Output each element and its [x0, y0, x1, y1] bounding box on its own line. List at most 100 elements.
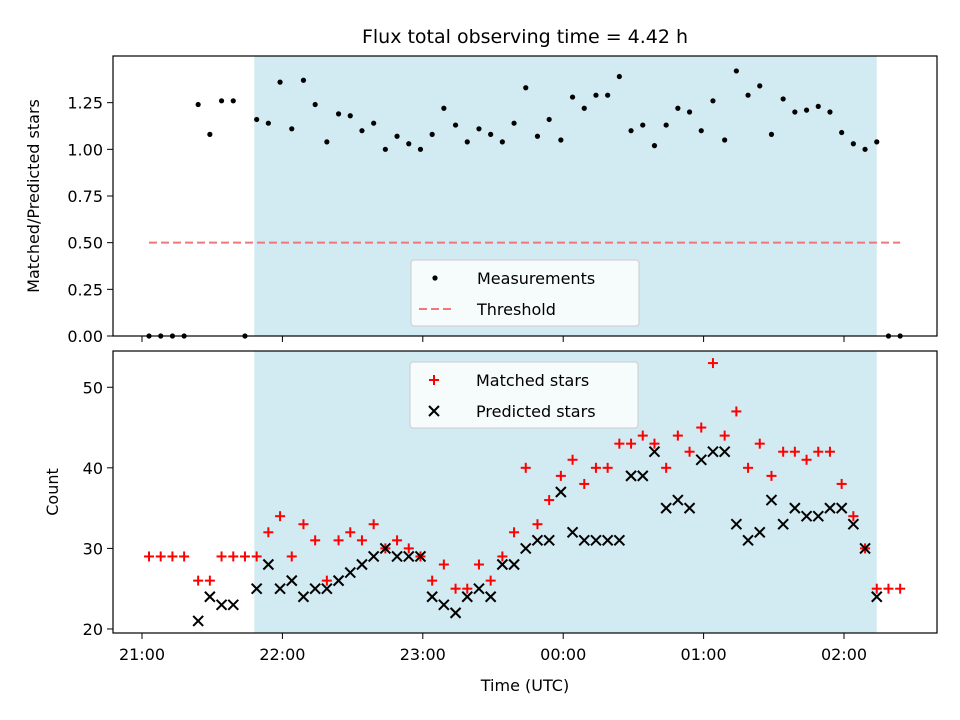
data-point — [441, 105, 447, 111]
y-tick-label: 30 — [83, 539, 103, 558]
data-point — [438, 559, 449, 570]
data-point — [286, 551, 297, 562]
data-point — [344, 566, 356, 579]
data-point — [356, 558, 368, 571]
data-point — [835, 502, 848, 514]
data-point — [345, 527, 356, 538]
x-marker-b — [765, 494, 778, 506]
x-marker-b — [309, 582, 321, 595]
data-point — [824, 502, 836, 514]
data-point — [616, 73, 622, 80]
data-point — [660, 502, 672, 514]
data-point — [543, 534, 555, 547]
data-point — [531, 534, 544, 547]
data-point — [718, 446, 731, 458]
data-point — [789, 502, 801, 514]
x-marker-b — [859, 542, 871, 555]
data-point — [275, 511, 286, 522]
data-point — [406, 141, 412, 147]
data-point — [403, 550, 415, 563]
data-point — [765, 494, 778, 506]
legend: Measurements Threshold — [410, 259, 640, 327]
x-marker-b — [274, 582, 286, 595]
data-point — [812, 510, 824, 522]
data-point — [683, 502, 696, 514]
data-point — [614, 438, 625, 449]
data-point — [204, 591, 216, 603]
y-tick-label: 50 — [83, 378, 103, 397]
x-marker-b — [590, 534, 602, 547]
x-tick-label: 00:00 — [540, 645, 586, 664]
data-point — [663, 122, 669, 128]
data-point — [496, 558, 509, 571]
x-marker-b — [566, 526, 579, 538]
data-point — [555, 470, 566, 481]
x-tick-label: 23:00 — [400, 645, 446, 664]
data-point — [768, 131, 775, 137]
data-point — [601, 534, 614, 547]
data-point — [417, 146, 424, 152]
data-point — [347, 113, 353, 119]
x-marker-b — [871, 591, 883, 603]
x-marker-b — [601, 534, 614, 547]
data-point — [555, 486, 567, 498]
data-point — [192, 615, 204, 627]
data-point — [733, 68, 739, 74]
data-point — [792, 109, 798, 115]
data-point — [371, 120, 377, 126]
x-marker-b — [520, 542, 532, 555]
x-marker-b — [403, 550, 415, 563]
data-point — [696, 422, 707, 433]
data-point — [427, 575, 438, 586]
series-predicted-stars — [192, 446, 883, 627]
data-point — [605, 92, 611, 98]
data-point — [394, 133, 400, 139]
data-point — [321, 582, 333, 595]
data-point — [297, 591, 310, 603]
y-tick-label: 1.25 — [67, 94, 103, 113]
data-point — [730, 518, 743, 530]
legend-box — [410, 259, 640, 327]
data-point — [686, 109, 693, 115]
data-point — [218, 98, 225, 104]
top-y-axis-label: Matched/Predicted stars — [24, 99, 43, 293]
data-point — [254, 116, 260, 123]
legend-label: Measurements — [477, 269, 595, 288]
bottom-panel: 20 30 40 50 21:00 22:00 23:00 00:00 01:00 02:00 Ma… — [83, 350, 938, 664]
data-point — [462, 583, 473, 594]
data-point — [661, 462, 672, 473]
data-point — [335, 111, 342, 117]
data-point — [836, 478, 847, 489]
x-marker-b — [835, 502, 848, 514]
data-point — [590, 462, 601, 473]
data-point — [777, 518, 789, 530]
x-marker-b — [613, 534, 626, 547]
x-marker-b — [262, 558, 275, 571]
x-marker-b — [496, 558, 509, 571]
data-point — [204, 575, 215, 586]
data-point — [745, 92, 751, 98]
data-point — [757, 83, 763, 89]
data-point — [452, 122, 459, 128]
x-tick-label: 21:00 — [119, 645, 165, 664]
data-point — [754, 526, 766, 538]
data-point — [250, 582, 263, 595]
data-point — [332, 574, 345, 587]
data-point — [883, 583, 894, 594]
data-point — [230, 98, 236, 104]
data-point — [300, 77, 307, 83]
data-point — [239, 551, 250, 562]
data-point — [672, 494, 684, 506]
data-point — [391, 550, 403, 563]
data-point — [710, 98, 716, 104]
data-point — [179, 551, 190, 562]
data-point — [847, 518, 860, 530]
data-point — [193, 575, 204, 586]
y-tick-label: 0.00 — [67, 327, 103, 346]
data-point — [310, 535, 321, 546]
legend-box — [409, 361, 639, 429]
data-point — [695, 454, 707, 466]
data-point — [813, 446, 824, 457]
data-point — [743, 462, 754, 473]
